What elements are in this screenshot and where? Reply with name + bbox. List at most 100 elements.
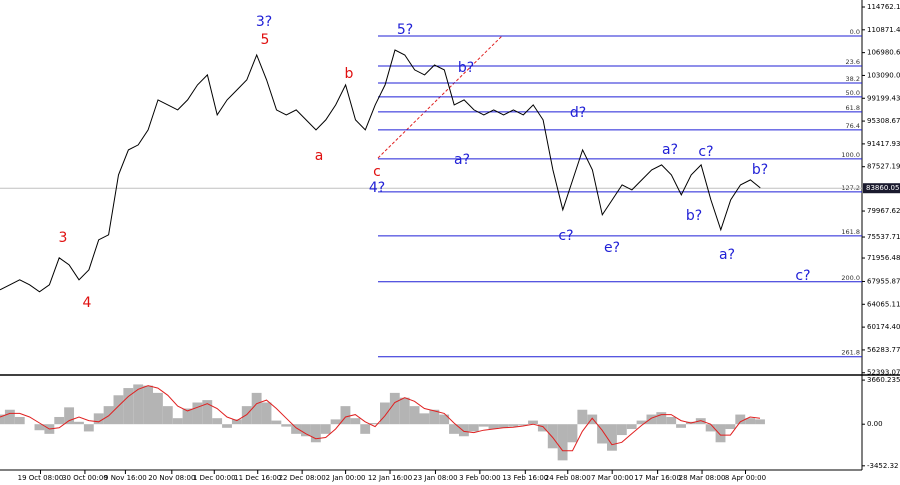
wave-label: 4 bbox=[83, 295, 92, 311]
y-tick-label: 75537.71 bbox=[867, 233, 900, 241]
histogram-bar bbox=[291, 424, 302, 434]
x-tick-label: 23 Jan 08:00 bbox=[413, 474, 457, 482]
histogram-bar bbox=[93, 413, 104, 425]
histogram-bar bbox=[626, 424, 637, 430]
histogram-bar bbox=[271, 420, 282, 425]
histogram-bar bbox=[340, 406, 351, 425]
y-tick-label: 106980.67 bbox=[867, 49, 900, 57]
histogram-bar bbox=[54, 416, 65, 425]
fib-label: 261.8 bbox=[841, 349, 860, 357]
histogram-bar bbox=[755, 419, 765, 425]
histogram-bar bbox=[330, 419, 341, 425]
histogram-bar bbox=[83, 424, 94, 432]
histogram-bar bbox=[281, 424, 292, 427]
y-tick-label: -3452.32 bbox=[867, 462, 898, 470]
histogram-bar bbox=[567, 424, 578, 443]
histogram-bar bbox=[616, 424, 627, 436]
histogram-bar bbox=[212, 418, 223, 425]
wave-label: a? bbox=[454, 152, 470, 168]
histogram-bar bbox=[587, 414, 598, 425]
histogram-bar bbox=[182, 408, 193, 425]
y-tick-label: 56283.77 bbox=[867, 346, 900, 354]
histogram-bar bbox=[745, 418, 756, 425]
x-tick-label: 11 Dec 16:00 bbox=[234, 474, 281, 482]
y-tick-label: 87527.19 bbox=[867, 163, 900, 171]
histogram-bar bbox=[360, 424, 371, 434]
fib-label: 161.8 bbox=[841, 228, 860, 236]
wave-label: b bbox=[345, 66, 354, 82]
wave-label: c? bbox=[698, 144, 713, 160]
histogram-bar bbox=[656, 412, 667, 425]
wave-label: c? bbox=[558, 228, 573, 244]
fib-label: 61.8 bbox=[846, 104, 860, 112]
wave-label: a? bbox=[662, 142, 678, 158]
price-line bbox=[0, 49, 761, 293]
histogram-bar bbox=[34, 424, 45, 431]
wave-label: 5? bbox=[397, 22, 413, 38]
x-tick-label: 19 Oct 08:00 bbox=[18, 474, 64, 482]
histogram-bar bbox=[488, 424, 499, 430]
histogram-bar bbox=[380, 402, 390, 425]
histogram-bar bbox=[143, 385, 153, 425]
histogram-bar bbox=[429, 409, 440, 425]
histogram-bar bbox=[478, 424, 489, 427]
y-tick-label: 79967.62 bbox=[867, 207, 900, 215]
y-tick-label: 99199.43 bbox=[867, 94, 900, 102]
y-tick-label: 110871.41 bbox=[867, 26, 900, 34]
main-pane bbox=[0, 0, 862, 373]
y-tick-label: 95308.67 bbox=[867, 117, 900, 125]
histogram-bar bbox=[528, 420, 538, 425]
x-tick-label: 13 Feb 16:00 bbox=[502, 474, 548, 482]
wave-label: d? bbox=[570, 105, 586, 121]
histogram-bar bbox=[735, 414, 746, 425]
wave-label: 4? bbox=[369, 180, 385, 196]
histogram-bar bbox=[439, 414, 450, 425]
y-tick-label: 0.00 bbox=[867, 420, 883, 428]
histogram-bar bbox=[172, 418, 183, 425]
histogram-bar bbox=[74, 421, 84, 425]
histogram-bar bbox=[577, 409, 588, 425]
histogram-bar bbox=[468, 424, 479, 432]
histogram-bar bbox=[676, 424, 686, 428]
histogram-bar bbox=[646, 414, 657, 425]
wave-label: e? bbox=[604, 240, 620, 256]
histogram-bar bbox=[409, 406, 420, 425]
histogram-bar bbox=[399, 397, 410, 425]
wave-label: b? bbox=[752, 162, 768, 178]
fib-label: 76.4 bbox=[846, 122, 860, 130]
histogram-bar bbox=[123, 388, 134, 425]
histogram-bar bbox=[607, 424, 617, 451]
histogram-bar bbox=[4, 409, 15, 425]
x-tick-label: 12 Jan 16:00 bbox=[368, 474, 412, 482]
histogram-bar bbox=[133, 384, 144, 425]
y-tick-label: 64065.11 bbox=[867, 300, 900, 308]
histogram-bar bbox=[597, 424, 608, 444]
histogram-bar bbox=[152, 392, 163, 425]
histogram-bar bbox=[705, 424, 716, 432]
histogram-bar bbox=[725, 424, 736, 430]
current-price-box bbox=[863, 183, 900, 194]
histogram-bar bbox=[261, 402, 272, 425]
x-tick-label: 9 Nov 16:00 bbox=[104, 474, 147, 482]
wave-label: c? bbox=[795, 268, 810, 284]
histogram-bar bbox=[64, 407, 75, 425]
histogram-bar bbox=[301, 424, 311, 437]
histogram-bar bbox=[518, 424, 529, 426]
x-tick-label: 1 Dec 00:00 bbox=[193, 474, 236, 482]
wave-label: 3 bbox=[59, 230, 68, 246]
y-tick-label: 114762.17 bbox=[867, 3, 900, 11]
histogram-bar bbox=[162, 406, 173, 425]
histogram-bar bbox=[508, 424, 519, 427]
wave-label: b? bbox=[686, 208, 702, 224]
histogram-bar bbox=[695, 418, 706, 425]
y-tick-label: 52393.07 bbox=[867, 369, 900, 377]
fib-label: 50.0 bbox=[846, 89, 860, 97]
histogram-bar bbox=[389, 392, 400, 425]
histogram-bar bbox=[113, 395, 124, 425]
histogram-bar bbox=[498, 424, 509, 428]
histogram-bar bbox=[370, 423, 380, 425]
histogram-bar bbox=[251, 392, 262, 425]
histogram-bar bbox=[557, 424, 568, 461]
histogram-bar bbox=[537, 424, 548, 432]
